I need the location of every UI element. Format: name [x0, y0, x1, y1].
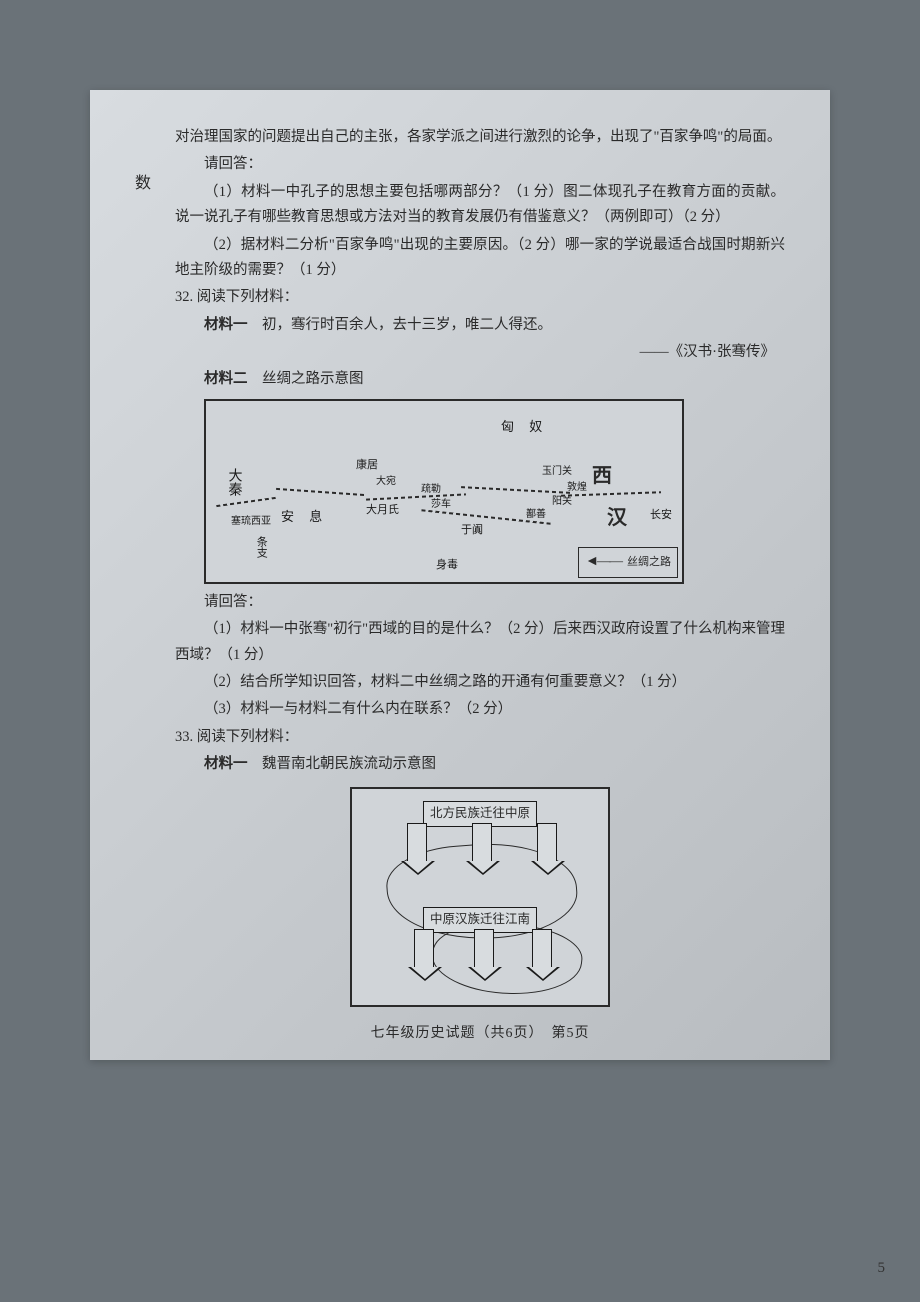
flow-arrow-icon	[474, 929, 494, 967]
label-han: 汉	[607, 501, 627, 536]
label-yutian: 于阗	[461, 521, 483, 540]
exam-page: 数 对治理国家的问题提出自己的主张，各家学派之间进行激烈的论争，出现了"百家争鸣…	[90, 90, 830, 1060]
flow-arrow-icon	[472, 823, 492, 861]
q33-mat1-text: 魏晋南北朝民族流动示意图	[262, 756, 436, 772]
mat1-text: 初，骞行时百余人，去十三岁，唯二人得还。	[262, 317, 552, 333]
silk-road-map: 西 汉 匈 奴 长安 敦煌 玉门关 阳关 鄯善 于阗 莎车 疏勒 大月氏 康居 …	[204, 399, 684, 584]
q32-sub3: （3）材料一与材料二有什么内在联系？（2 分）	[175, 697, 785, 722]
q32-mat2: 材料二 丝绸之路示意图	[175, 367, 785, 392]
map-stroke	[216, 497, 276, 507]
page-footer: 七年级历史试题（共6页） 第5页	[175, 1022, 785, 1047]
mat2-label: 材料二	[204, 371, 248, 387]
label-shache: 莎车	[431, 496, 451, 514]
label-tiaozhi: 条支	[251, 536, 270, 558]
label-kangju: 康居	[356, 456, 378, 475]
q33-mat1: 材料一 魏晋南北朝民族流动示意图	[175, 752, 785, 777]
label-shanshan: 鄯善	[526, 506, 546, 524]
side-label: 数	[135, 170, 151, 198]
label-xiongnu: 匈 奴	[501, 416, 548, 439]
migration-diagram: 北方民族迁往中原 中原汉族迁往江南	[350, 787, 610, 1007]
answer-prompt-1: 请回答：	[175, 152, 785, 177]
label-changan: 长安	[650, 506, 672, 525]
label-dawan: 大宛	[376, 473, 396, 491]
q32-sub2: （2）结合所学知识回答，材料二中丝绸之路的开通有何重要意义？（1 分）	[175, 670, 785, 695]
q31-sub2: （2）据材料二分析"百家争鸣"出现的主要原因。（2 分）哪一家的学说最适合战国时…	[175, 233, 785, 284]
label-xi: 西	[592, 459, 612, 494]
q33-header: 33. 阅读下列材料：	[175, 725, 785, 750]
label-shendu: 身毒	[436, 556, 458, 575]
intro-line: 对治理国家的问题提出自己的主张，各家学派之间进行激烈的论争，出现了"百家争鸣"的…	[175, 125, 785, 150]
q33-mat1-label: 材料一	[204, 756, 248, 772]
legend-arrow-icon: ◄——	[585, 550, 621, 575]
flow-arrow-icon	[407, 823, 427, 861]
q32-mat1: 材料一 初，骞行时百余人，去十三岁，唯二人得还。	[175, 313, 785, 338]
label-anxi: 安 息	[281, 506, 328, 529]
label-shule: 疏勒	[421, 481, 441, 499]
q32-header: 32. 阅读下列材料：	[175, 285, 785, 310]
map-stroke	[276, 488, 366, 496]
label-dayuezhi: 大月氏	[366, 501, 399, 520]
flow-arrow-icon	[414, 929, 434, 967]
answer-prompt-2: 请回答：	[175, 590, 785, 615]
page-number-corner: 5	[878, 1260, 886, 1277]
label-yumen: 玉门关	[542, 463, 572, 481]
mat2-text: 丝绸之路示意图	[262, 371, 364, 387]
flow-arrow-icon	[532, 929, 552, 967]
q31-sub1: （1）材料一中孔子的思想主要包括哪两部分？（1 分）图二体现孔子在教育方面的贡献…	[175, 180, 785, 231]
map-legend: ◄—— 丝绸之路	[578, 547, 678, 578]
flow-arrow-icon	[537, 823, 557, 861]
mat1-source: ——《汉书·张骞传》	[175, 340, 785, 365]
mat1-label: 材料一	[204, 317, 248, 333]
legend-text: 丝绸之路	[627, 553, 671, 572]
q32-sub1: （1）材料一中张骞"初行"西域的目的是什么？（2 分）后来西汉政府设置了什么机构…	[175, 617, 785, 668]
label-daqin: 大秦	[221, 468, 246, 496]
label-yangguan: 阳关	[552, 493, 572, 511]
label-saiwuxi: 塞琉西亚	[231, 513, 271, 531]
